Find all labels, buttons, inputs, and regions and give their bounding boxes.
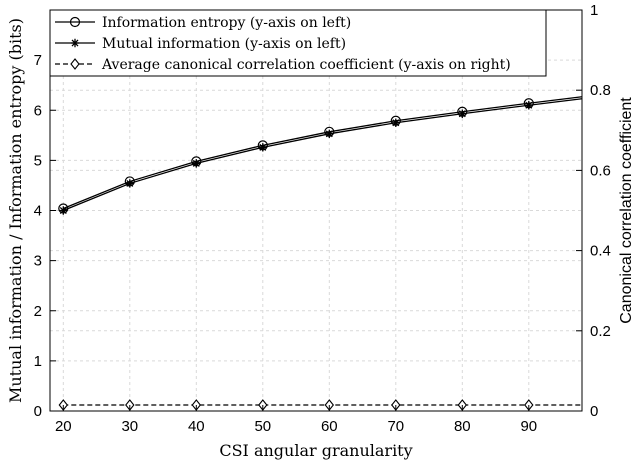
grid — [50, 10, 582, 411]
y-tick-label: 2 — [34, 303, 42, 320]
x-axis-label: CSI angular granularity — [219, 441, 412, 460]
legend: Information entropy (y-axis on left) Mutu… — [49, 9, 547, 77]
x-tick-label: 50 — [254, 418, 271, 435]
y2-axis-label: Canonical correlation coefficient — [618, 97, 635, 324]
x-tick-label: 70 — [387, 418, 404, 435]
y2-tick-label: 0.8 — [590, 82, 611, 99]
y-tick-label: 7 — [34, 52, 42, 69]
series-circle — [58, 96, 583, 214]
data-point — [125, 179, 134, 188]
legend-marker — [70, 58, 80, 70]
y2-tick-label: 0.6 — [590, 162, 611, 179]
legend-box — [49, 9, 547, 77]
data-point — [59, 206, 68, 215]
y-tick-label: 0 — [34, 403, 42, 420]
x-tick-label: 80 — [454, 418, 471, 435]
legend-entry: Information entropy (y-axis on left) — [102, 15, 351, 31]
y-tick-label: 6 — [34, 102, 42, 119]
x-tick-label: 20 — [55, 418, 72, 435]
x-tick-label: 60 — [321, 418, 338, 435]
legend-entry: Average canonical correlation coefficien… — [101, 57, 511, 73]
y2-tick-label: 0.2 — [590, 323, 611, 340]
y2-tick-label: 0.4 — [590, 243, 611, 260]
y-tick-label: 4 — [34, 203, 42, 220]
y-tick-label: 3 — [34, 253, 42, 270]
y-axis-label: Mutual information / Information entropy… — [6, 18, 25, 403]
series-line — [63, 98, 583, 212]
data-point — [458, 109, 467, 118]
y2-tick-label: 0 — [590, 403, 598, 420]
data-point — [524, 101, 533, 110]
y2-tick-label: 1 — [590, 2, 598, 19]
series-line — [63, 96, 583, 210]
series-layer — [58, 96, 583, 411]
data-point — [391, 118, 400, 127]
x-tick-label: 30 — [121, 418, 138, 435]
legend-entry: Mutual information (y-axis on left) — [102, 36, 346, 52]
y-tick-label: 5 — [34, 152, 42, 169]
legend-marker — [70, 38, 80, 48]
x-tick-label: 40 — [188, 418, 205, 435]
legend-marker — [69, 16, 81, 28]
y-tick-label: 1 — [34, 353, 42, 370]
data-point — [258, 143, 267, 152]
data-point — [325, 129, 334, 139]
series-diamond — [58, 399, 582, 411]
series-star — [59, 98, 583, 215]
x-tick-label: 90 — [520, 418, 537, 435]
data-point — [192, 159, 201, 168]
